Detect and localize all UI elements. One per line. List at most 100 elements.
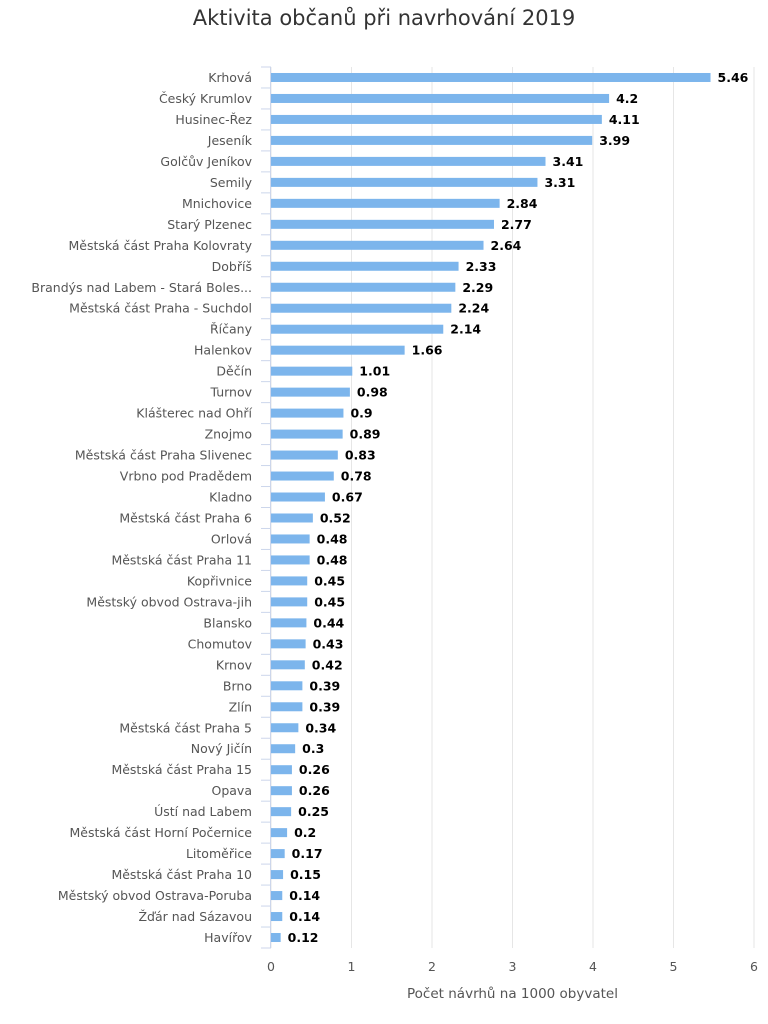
data-label: 0.48 <box>317 552 348 567</box>
data-label: 2.29 <box>462 280 493 295</box>
data-label: 2.64 <box>491 238 522 253</box>
category-label: Turnov <box>209 385 252 400</box>
data-label: 0.26 <box>299 762 330 777</box>
x-tick-label: 3 <box>509 959 517 974</box>
data-label: 0.48 <box>317 531 348 546</box>
x-axis-title: Počet návrhů na 1000 obyvatel <box>407 986 618 1002</box>
bar <box>271 513 313 523</box>
bar <box>271 282 456 292</box>
bar <box>271 744 296 754</box>
bar <box>271 198 500 208</box>
category-label: Zlín <box>229 699 252 714</box>
bar <box>271 555 310 565</box>
data-label: 2.33 <box>466 259 497 274</box>
bar <box>271 324 444 334</box>
data-label: 0.15 <box>290 867 321 882</box>
bar <box>271 618 307 628</box>
bar <box>271 807 292 817</box>
bar <box>271 72 711 82</box>
category-label: Nový Jičín <box>191 741 252 756</box>
category-label: Starý Plzenec <box>167 217 252 232</box>
data-label: 0.78 <box>341 469 372 484</box>
data-label: 3.99 <box>599 133 630 148</box>
data-label: 1.66 <box>412 343 443 358</box>
bars <box>271 72 711 943</box>
category-label: Kopřivnice <box>187 573 252 588</box>
bar <box>271 135 593 145</box>
bar <box>271 933 281 943</box>
bar <box>271 597 308 607</box>
category-label: Městská část Praha Kolovraty <box>69 238 253 253</box>
chart-title: Aktivita občanů při navrhování 2019 <box>192 6 576 30</box>
category-label: Vrbno pod Pradědem <box>120 469 252 484</box>
data-label: 3.31 <box>544 175 575 190</box>
category-label: Brno <box>223 678 252 693</box>
bar <box>271 450 338 460</box>
bar <box>271 786 292 796</box>
data-label: 0.67 <box>332 490 363 505</box>
category-label: Znojmo <box>205 427 252 442</box>
x-tick-label: 5 <box>670 959 678 974</box>
bar <box>271 366 353 376</box>
data-label: 0.25 <box>298 804 329 819</box>
data-label: 0.42 <box>312 657 343 672</box>
data-label: 2.24 <box>458 301 489 316</box>
data-label: 4.11 <box>609 112 640 127</box>
bar <box>271 534 310 544</box>
category-label: Golčův Jeníkov <box>160 154 252 169</box>
bar <box>271 576 308 586</box>
category-labels: Krhová Český Krumlov Husinec-Řez Jeseník Gol… <box>31 70 252 945</box>
category-label: Blansko <box>203 615 252 630</box>
data-label: 2.84 <box>507 196 538 211</box>
category-label: Městská část Praha 11 <box>111 552 252 567</box>
data-labels: 5.46 4.2 4.11 3.99 3.41 3.31 2.84 2.77 2.64 2.33 2… <box>288 70 749 945</box>
data-label: 0.43 <box>313 636 344 651</box>
category-label: Husinec-Řez <box>175 112 252 127</box>
bar <box>271 891 283 901</box>
category-label: Městská část Praha 6 <box>119 510 252 525</box>
category-label: Městská část Praha - Suchdol <box>69 301 252 316</box>
bar <box>271 639 306 649</box>
data-label: 3.41 <box>553 154 584 169</box>
category-tick-marks <box>261 66 271 949</box>
data-label: 0.14 <box>289 909 320 924</box>
category-label: Havířov <box>204 930 252 945</box>
category-label: Dobříš <box>212 259 252 274</box>
bar <box>271 849 285 859</box>
bar <box>271 660 305 670</box>
data-label: 0.89 <box>350 427 381 442</box>
bar <box>271 681 303 691</box>
data-label: 0.34 <box>305 720 336 735</box>
category-label: Městská část Praha 10 <box>111 867 252 882</box>
data-label: 0.14 <box>289 888 320 903</box>
data-label: 0.45 <box>314 573 345 588</box>
bar <box>271 723 299 733</box>
category-label: Ústí nad Labem <box>154 804 252 819</box>
category-label: Městská část Praha Slivenec <box>75 448 252 463</box>
data-label: 4.2 <box>616 91 638 106</box>
bar <box>271 912 283 922</box>
category-label: Mnichovice <box>182 196 252 211</box>
data-label: 0.12 <box>288 930 319 945</box>
bar <box>271 702 303 712</box>
bar <box>271 765 292 775</box>
bar <box>271 261 459 271</box>
bar <box>271 471 334 481</box>
data-label: 0.2 <box>294 825 316 840</box>
data-label: 0.98 <box>357 385 388 400</box>
x-tick-labels: 0 1 2 3 4 5 6 <box>267 959 758 974</box>
category-label: Brandýs nad Labem - Stará Boles... <box>31 280 252 295</box>
data-label: 0.39 <box>309 678 340 693</box>
x-tick-label: 1 <box>348 959 356 974</box>
data-label: 2.14 <box>450 322 481 337</box>
bar <box>271 828 288 838</box>
category-label: Litoměřice <box>186 846 252 861</box>
bar <box>271 492 325 502</box>
data-label: 0.3 <box>302 741 324 756</box>
category-label: Krhová <box>208 70 252 85</box>
category-label: Jeseník <box>207 133 253 148</box>
bar <box>271 408 344 418</box>
x-tick-label: 0 <box>267 959 275 974</box>
data-label: 0.39 <box>309 699 340 714</box>
category-label: Český Krumlov <box>159 91 253 106</box>
